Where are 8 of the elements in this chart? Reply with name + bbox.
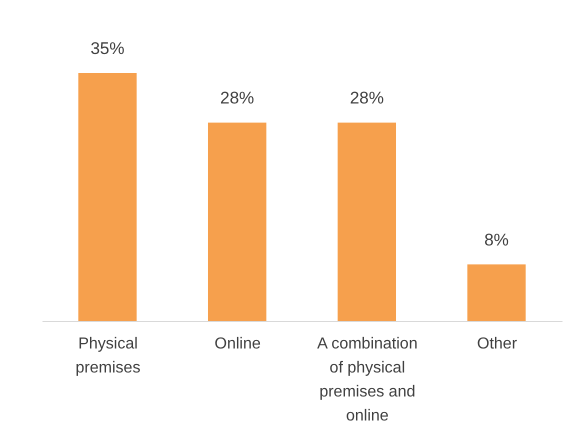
x-tick-label: A combination of physical premises and online bbox=[317, 336, 418, 422]
data-label: 35% bbox=[90, 39, 124, 58]
x-tick-label: Online bbox=[214, 336, 261, 352]
x-tick-label: Other bbox=[477, 336, 518, 352]
x-tick-label: Physical premises bbox=[76, 336, 140, 376]
data-label: 28% bbox=[220, 88, 254, 108]
data-label: 8% bbox=[484, 230, 509, 250]
data-label: 28% bbox=[350, 88, 384, 108]
